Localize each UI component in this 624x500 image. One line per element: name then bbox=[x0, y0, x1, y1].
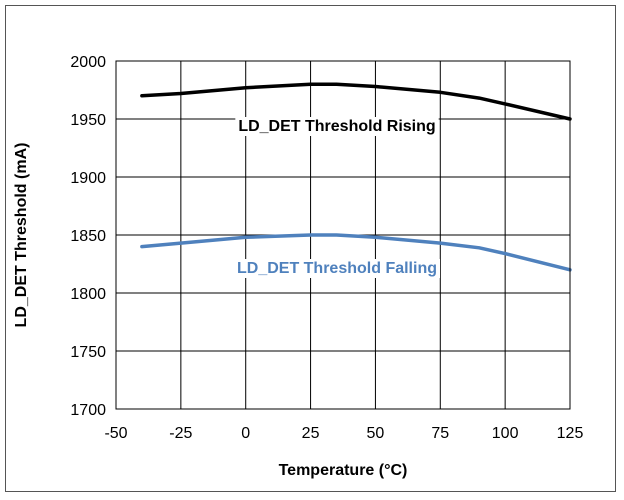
x-tick-label: 50 bbox=[367, 425, 385, 442]
x-tick-label: 0 bbox=[241, 425, 250, 442]
series-line-1 bbox=[140, 233, 572, 272]
x-axis-title: Temperature (°C) bbox=[279, 462, 408, 479]
series-label-background bbox=[233, 259, 441, 278]
x-tick-label: -50 bbox=[104, 425, 127, 442]
y-axis-title: LD_DET Threshold (mA) bbox=[13, 143, 30, 328]
series-label-background bbox=[235, 117, 439, 136]
series-label-rising: LD_DET Threshold Rising bbox=[238, 118, 435, 135]
y-tick-label: 1900 bbox=[70, 170, 106, 187]
tick-labels: -50 -25 0 25 50 75 100 125 1700 1750 1800 1850 1900 1… bbox=[70, 54, 583, 442]
plot-area bbox=[115, 60, 571, 410]
x-tick-label: 25 bbox=[302, 425, 320, 442]
y-tick-label: 1800 bbox=[70, 286, 106, 303]
x-tick-label: 125 bbox=[557, 425, 584, 442]
series-lines bbox=[140, 82, 572, 272]
x-tick-label: -25 bbox=[169, 425, 192, 442]
series-label-falling: LD_DET Threshold Falling bbox=[237, 260, 437, 277]
y-tick-label: 1700 bbox=[70, 402, 106, 419]
y-tick-label: 1850 bbox=[70, 228, 106, 245]
y-tick-label: 1950 bbox=[70, 112, 106, 129]
x-tick-label: 75 bbox=[431, 425, 449, 442]
series-line-0 bbox=[140, 82, 572, 121]
y-tick-label: 1750 bbox=[70, 344, 106, 361]
y-tick-label: 2000 bbox=[70, 54, 106, 71]
x-tick-label: 100 bbox=[492, 425, 519, 442]
